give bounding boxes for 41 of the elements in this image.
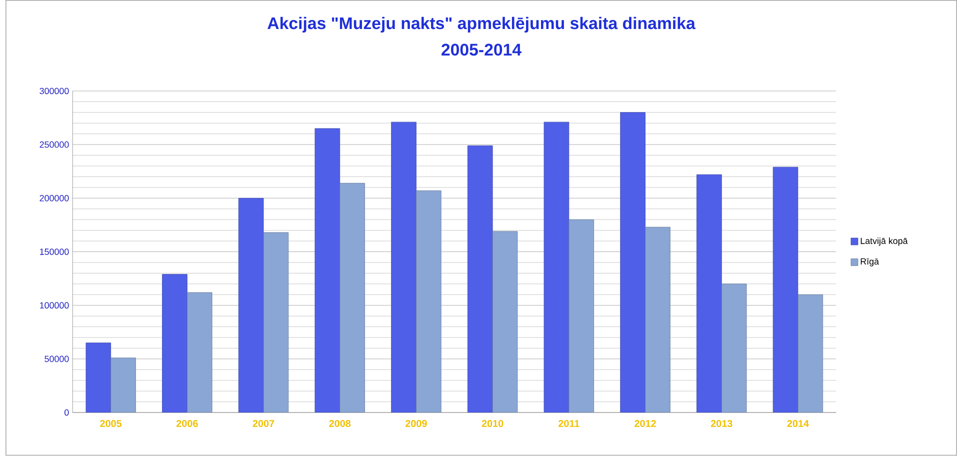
x-tick-label: 2005 <box>100 420 122 428</box>
bar <box>186 292 212 413</box>
bar <box>721 284 747 413</box>
bar <box>314 128 340 413</box>
bar <box>391 122 416 413</box>
x-tick-label: 2011 <box>558 420 580 428</box>
bar <box>416 190 442 413</box>
bar <box>263 232 289 413</box>
bar <box>798 294 824 413</box>
x-tick-label: 2009 <box>406 420 427 428</box>
x-tick-label: 2008 <box>329 420 351 428</box>
y-tick-label: 0 <box>64 409 69 416</box>
bar <box>86 342 111 413</box>
x-tick-label: 2007 <box>252 420 274 428</box>
chart-subtitle: 2005-2014 <box>442 44 522 56</box>
y-tick-label: 50000 <box>44 356 69 362</box>
legend-label: Latvijā kopā <box>860 238 908 246</box>
y-tick-label: 100000 <box>40 302 69 309</box>
bar <box>544 122 570 413</box>
x-tick-label: 2014 <box>787 420 809 428</box>
y-tick-label: 300000 <box>40 88 69 94</box>
x-tick-label: 2012 <box>634 420 656 428</box>
chart-title: Akcijas "Muzeju nakts" apmeklējumu skaita dinamika <box>268 16 696 33</box>
bar <box>467 146 493 413</box>
bar <box>110 358 136 413</box>
bar <box>620 112 646 413</box>
x-tick-label: 2006 <box>176 420 198 428</box>
y-tick-label: 250000 <box>40 142 69 148</box>
bar <box>492 231 518 413</box>
bar <box>162 274 188 413</box>
bar <box>645 227 670 413</box>
bar <box>772 167 798 413</box>
bar <box>340 183 365 413</box>
y-tick-label: 200000 <box>40 195 69 202</box>
bar <box>238 198 264 413</box>
y-tick-label: 150000 <box>40 248 69 256</box>
legend-label: Rīgā <box>860 258 879 267</box>
bar <box>568 220 594 413</box>
x-tick-label: 2013 <box>710 420 732 428</box>
x-tick-label: 2010 <box>482 420 504 428</box>
bar <box>696 174 722 413</box>
